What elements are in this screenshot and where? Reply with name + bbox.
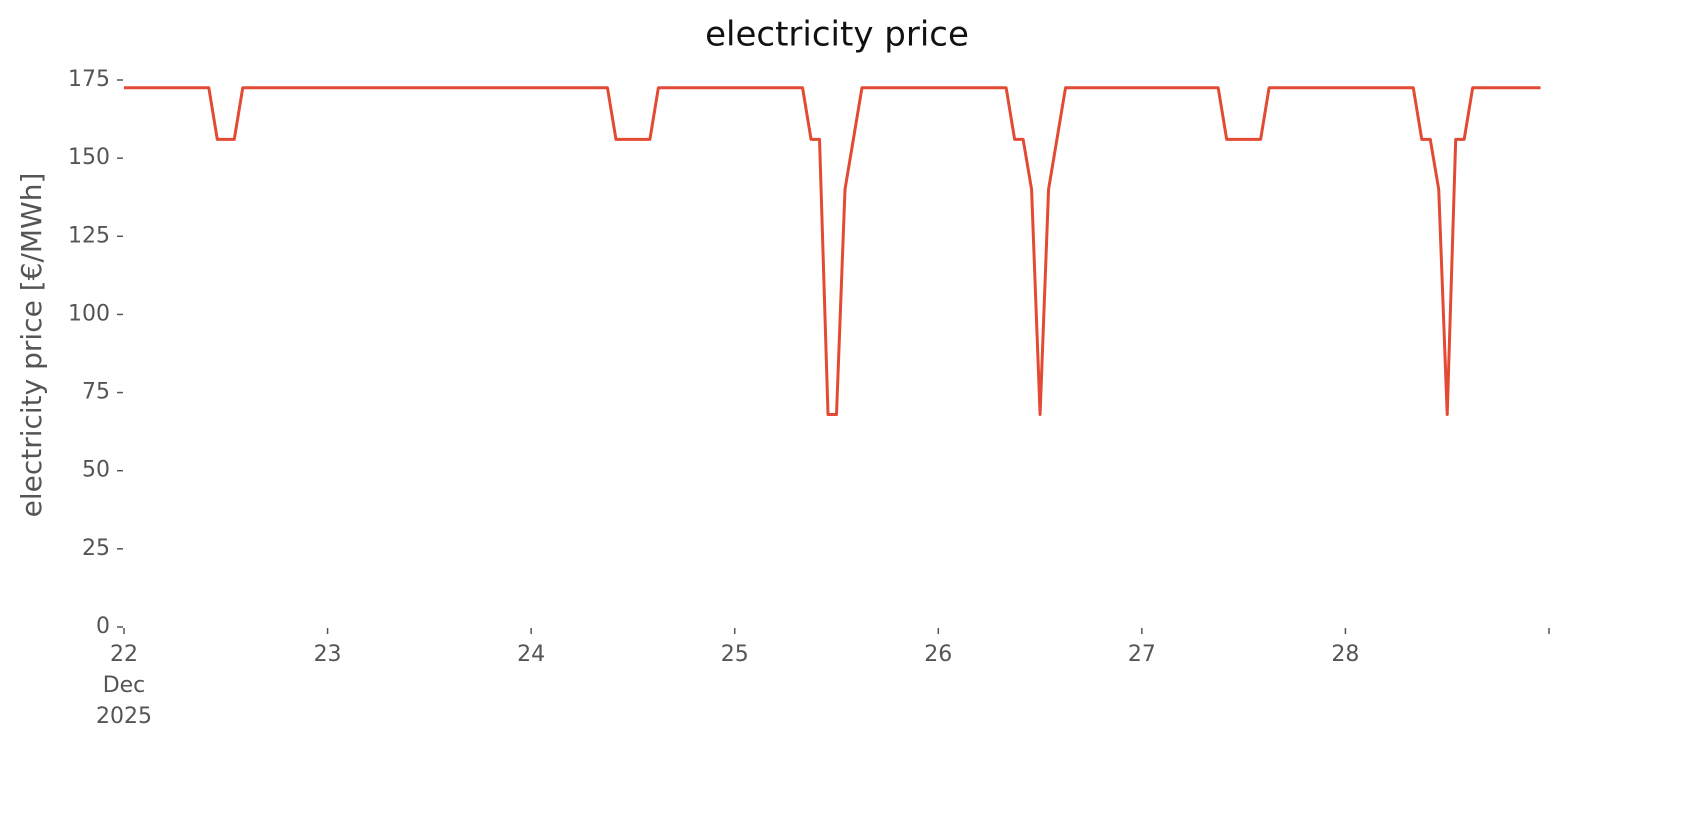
x-tick-label: 28 xyxy=(1331,642,1360,667)
price-line xyxy=(124,86,1541,416)
x-tick-label: 23 xyxy=(313,642,342,667)
x-tick-label: 26 xyxy=(924,642,953,667)
y-tick-label: 125 xyxy=(68,223,110,248)
y-tick-label: 150 xyxy=(68,145,110,170)
y-axis-label: electricity price [€/MWh] xyxy=(15,173,48,518)
y-tick-label: 50 xyxy=(82,458,110,483)
x-tick-label: 25 xyxy=(720,642,749,667)
y-tick-label: 100 xyxy=(68,301,110,326)
x-tick-label: 27 xyxy=(1127,642,1156,667)
y-tick-label: 0 xyxy=(96,614,110,639)
y-tick-label: 175 xyxy=(68,67,110,92)
chart-title: electricity price xyxy=(705,15,969,55)
y-tick-label: 25 xyxy=(82,536,110,561)
x-tick-label: 22 Dec 2025 xyxy=(96,642,152,729)
y-tick-label: 75 xyxy=(82,380,110,405)
x-tick-label: 24 xyxy=(517,642,546,667)
